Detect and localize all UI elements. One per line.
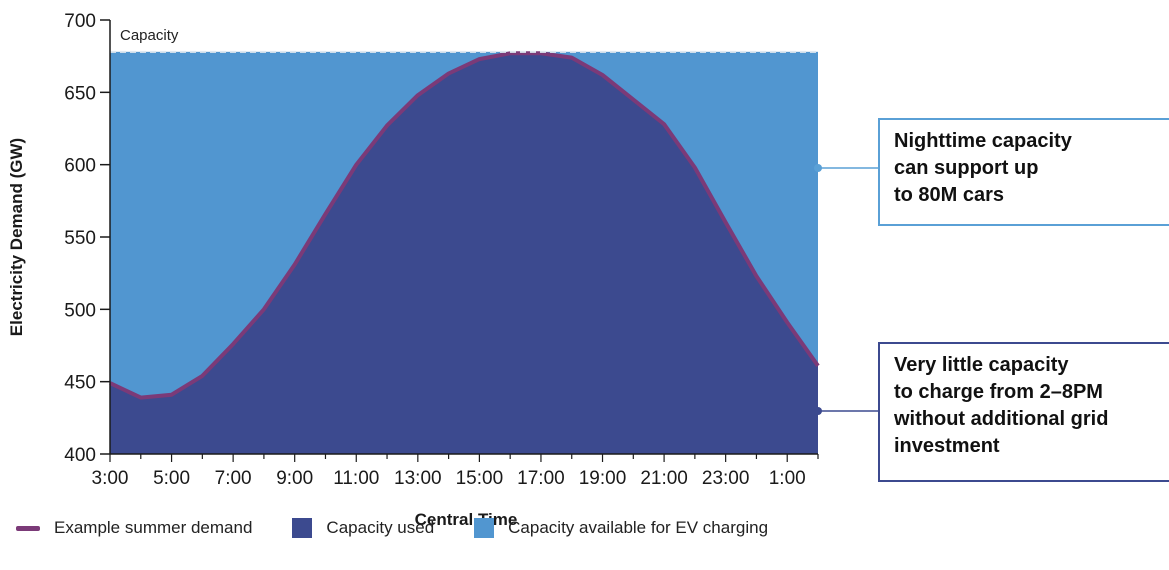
callout-dot-night — [814, 164, 822, 172]
x-tick-label: 17:00 — [517, 468, 565, 489]
legend-label-capacity-used: Capacity used — [326, 518, 435, 537]
capacity-label: Capacity — [120, 27, 179, 44]
y-tick-label: 400 — [64, 445, 96, 466]
x-tick-label: 15:00 — [456, 468, 504, 489]
y-tick-label: 600 — [64, 156, 96, 177]
callout-line: investment — [894, 435, 1000, 457]
x-tick-label: 9:00 — [276, 468, 313, 489]
callout-line: to 80M cars — [894, 184, 1005, 206]
callout-line: Very little capacity — [894, 354, 1069, 376]
legend-swatch-demand — [16, 525, 40, 531]
legend-swatch-capacity-used — [292, 518, 313, 538]
y-tick-label: 550 — [64, 228, 96, 249]
callout-nighttime-capacity: Nighttime capacity can support up to 80M… — [878, 118, 1169, 226]
x-tick-label: 23:00 — [702, 468, 750, 489]
capacity-used-area — [110, 53, 818, 455]
y-axis-title: Electricity Demand (GW) — [7, 138, 26, 336]
callout-dot-day — [814, 407, 822, 415]
x-tick-label: 13:00 — [394, 468, 442, 489]
x-tick-label: 3:00 — [92, 468, 129, 489]
legend-item-capacity-used: Capacity used — [292, 518, 434, 538]
callout-line: can support up — [894, 157, 1039, 179]
y-tick-label: 500 — [64, 300, 96, 321]
legend: Example summer demand Capacity used Capa… — [16, 518, 808, 538]
y-tick-label: 450 — [64, 373, 96, 394]
x-tick-label: 21:00 — [640, 468, 688, 489]
x-tick-label: 7:00 — [215, 468, 252, 489]
callout-line: Nighttime capacity — [894, 130, 1072, 152]
legend-item-demand: Example summer demand — [16, 518, 252, 538]
legend-item-capacity-available: Capacity available for EV charging — [474, 518, 768, 538]
x-tick-label: 11:00 — [333, 468, 379, 489]
legend-swatch-capacity-available — [474, 518, 495, 538]
x-tick-label: 1:00 — [769, 468, 806, 489]
demand-series-line — [109, 51, 820, 400]
y-tick-label: 700 — [64, 11, 96, 32]
y-tick-label: 650 — [64, 83, 96, 104]
callout-daytime-capacity: Very little capacity to charge from 2–8P… — [878, 342, 1169, 482]
legend-label-capacity-available: Capacity available for EV charging — [508, 518, 769, 537]
x-tick-label: 19:00 — [579, 468, 627, 489]
callout-line: to charge from 2–8PM — [894, 381, 1103, 403]
x-tick-label: 5:00 — [153, 468, 190, 489]
callout-line: without additional grid — [894, 408, 1109, 430]
legend-label-demand: Example summer demand — [54, 518, 253, 537]
